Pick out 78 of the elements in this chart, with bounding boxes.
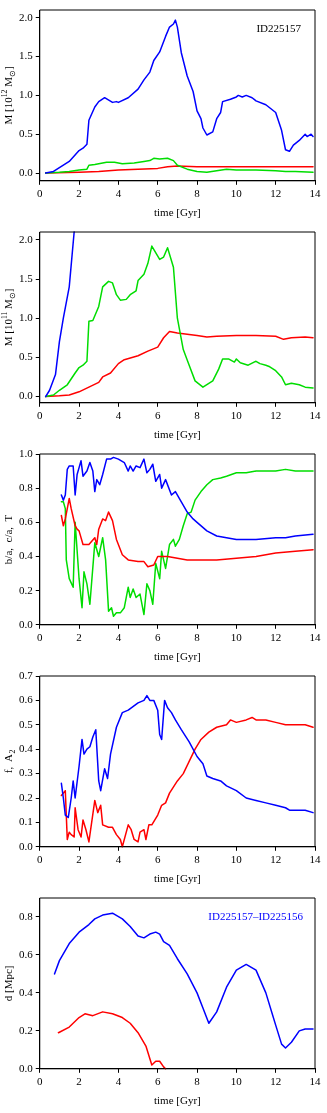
text: ID225157–ID225156 — [208, 910, 304, 923]
x-tick-label: 10 — [230, 1075, 243, 1088]
x-tick-label: 4 — [115, 187, 122, 200]
x-tick-label: 2 — [76, 853, 82, 866]
y-tick-label: 0.0 — [19, 617, 34, 630]
y-tick-label: 0.2 — [19, 790, 33, 803]
x-tick-label: 2 — [76, 409, 82, 422]
y-tick-label: 0.4 — [19, 985, 34, 998]
y-tick-label: 2.0 — [19, 232, 34, 245]
y-tick-label: 1.0 — [19, 88, 34, 101]
y-tick-label: 0.2 — [19, 583, 33, 596]
x-tick-label: 6 — [154, 409, 161, 422]
y-tick-label: 1.0 — [19, 311, 34, 324]
x-tick-label: 6 — [154, 1075, 161, 1088]
x-tick-label: 12 — [270, 1075, 282, 1088]
x-tick-label: 14 — [309, 187, 321, 200]
x-tick-label: 4 — [115, 631, 122, 644]
x-tick-label: 12 — [270, 409, 282, 422]
x-tick-label: 14 — [309, 631, 321, 644]
x-tick-label: 4 — [115, 1075, 122, 1088]
y-tick-label: 0.6 — [19, 515, 34, 528]
x-axis-title: time [Gyr] — [154, 205, 201, 218]
x-axis-title: time [Gyr] — [154, 427, 201, 440]
y-tick-label: 0.4 — [19, 742, 34, 755]
x-tick-label: 4 — [115, 853, 122, 866]
x-tick-label: 12 — [270, 187, 282, 200]
x-tick-label: 6 — [154, 631, 161, 644]
y-tick-label: 0.6 — [19, 947, 34, 960]
y-axis-title: b/a, c/a, T — [1, 514, 14, 565]
y-tick-label: 0.3 — [19, 766, 34, 779]
x-tick-label: 10 — [230, 853, 243, 866]
x-tick-label: 0 — [37, 187, 43, 200]
y-tick-label: 0.0 — [19, 839, 34, 852]
x-tick-label: 10 — [230, 631, 243, 644]
x-tick-label: 0 — [37, 409, 43, 422]
x-tick-label: 14 — [309, 853, 321, 866]
x-axis-title: time [Gyr] — [154, 1093, 201, 1106]
y-tick-label: 1.0 — [19, 446, 34, 459]
y-tick-label: 2.0 — [19, 10, 34, 23]
x-tick-label: 8 — [194, 853, 201, 866]
x-tick-label: 8 — [194, 1075, 201, 1088]
x-tick-label: 0 — [37, 1075, 43, 1088]
y-tick-label: 0.4 — [19, 549, 34, 562]
y-tick-label: 0.7 — [19, 668, 34, 681]
annotation: ID225157 — [256, 22, 302, 35]
x-tick-label: 8 — [194, 187, 201, 200]
x-tick-label: 14 — [309, 409, 321, 422]
y-tick-label: 0.5 — [19, 717, 34, 730]
x-axis-title: time [Gyr] — [154, 871, 201, 884]
x-tick-label: 8 — [194, 409, 201, 422]
y-tick-label: 0.1 — [19, 815, 33, 828]
y-tick-label: 0.2 — [19, 1023, 33, 1036]
y-tick-label: 1.5 — [19, 49, 34, 62]
x-tick-label: 10 — [230, 409, 243, 422]
y-tick-label: 0.6 — [19, 693, 34, 706]
x-tick-label: 2 — [76, 187, 82, 200]
x-tick-label: 12 — [270, 853, 282, 866]
x-tick-label: 6 — [154, 853, 161, 866]
y-tick-label: 0.0 — [19, 1061, 34, 1074]
y-axis-title: d [Mpc] — [1, 965, 14, 1002]
x-tick-label: 12 — [270, 631, 282, 644]
y-tick-label: 0.8 — [19, 481, 34, 494]
x-tick-label: 8 — [194, 631, 201, 644]
y-tick-label: 0.5 — [19, 350, 34, 363]
x-tick-label: 2 — [76, 631, 82, 644]
x-tick-label: 6 — [154, 187, 161, 200]
y-tick-label: 0.8 — [19, 909, 34, 922]
x-tick-label: 0 — [37, 853, 43, 866]
x-tick-label: 14 — [309, 1075, 321, 1088]
y-tick-label: 0.0 — [19, 389, 34, 402]
x-tick-label: 2 — [76, 1075, 82, 1088]
x-tick-label: 4 — [115, 409, 122, 422]
x-axis-title: time [Gyr] — [154, 649, 201, 662]
y-tick-label: 0.0 — [19, 165, 34, 178]
x-tick-label: 10 — [230, 187, 243, 200]
x-tick-label: 0 — [37, 631, 43, 644]
y-tick-label: 1.5 — [19, 271, 34, 284]
y-tick-label: 0.5 — [19, 127, 34, 140]
